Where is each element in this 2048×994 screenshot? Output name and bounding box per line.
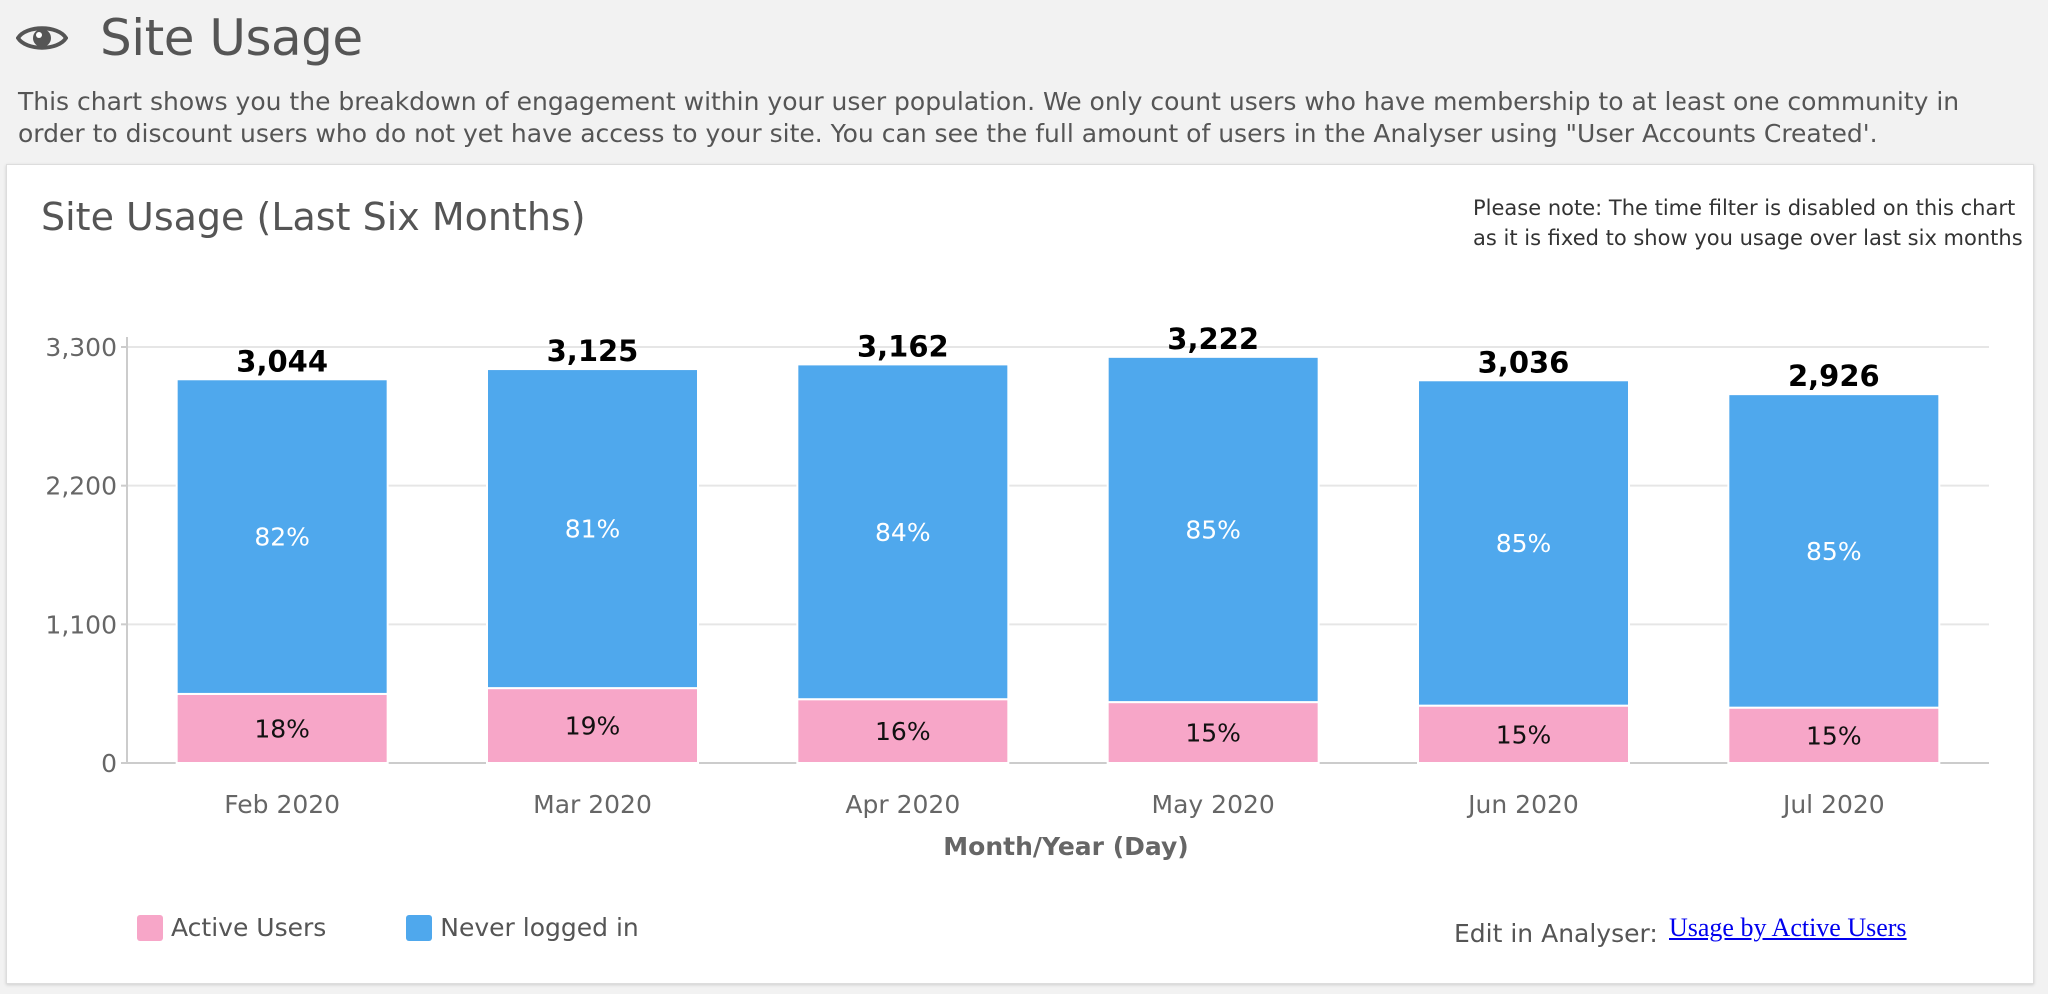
bar-label-active-users: 19%	[565, 712, 621, 741]
legend-swatch-never-logged-in	[406, 914, 433, 941]
y-tick-label: 3,300	[45, 333, 117, 362]
bar-total-label: 3,162	[857, 329, 949, 363]
bar-total-label: 3,044	[236, 344, 328, 378]
legend-swatch-active-users	[137, 914, 163, 941]
bar-never-logged-in	[175, 378, 389, 695]
bar-label-active-users: 15%	[1496, 720, 1552, 749]
page-header: Site Usage	[14, 6, 363, 70]
x-tick-label: Mar 2020	[533, 790, 652, 819]
bar-total-label: 3,125	[547, 334, 639, 368]
bar-active-users	[1106, 701, 1320, 765]
bar-label-active-users: 16%	[875, 717, 931, 746]
bar-active-users	[1417, 704, 1630, 764]
y-tick-label: 0	[101, 749, 117, 778]
bar-label-never-logged-in: 82%	[254, 523, 310, 552]
legend-label-never-logged-in: Never logged in	[440, 913, 639, 942]
y-tick-label: 1,100	[45, 610, 117, 639]
bar-never-logged-in	[1417, 379, 1630, 707]
x-tick-label: Feb 2020	[224, 790, 340, 819]
bar-label-never-logged-in: 81%	[565, 515, 621, 544]
x-tick-label: Jun 2020	[1466, 790, 1579, 819]
bar-label-never-logged-in: 85%	[1185, 515, 1241, 544]
page-title: Site Usage	[100, 9, 363, 67]
x-tick-label: Jul 2020	[1781, 790, 1885, 819]
bar-never-logged-in	[796, 363, 1010, 701]
usage-by-active-users-link[interactable]: Usage by Active Users	[1669, 913, 1907, 942]
bar-total-label: 2,926	[1788, 359, 1880, 393]
legend-item-active-users[interactable]: Active Users	[137, 913, 326, 942]
bar-label-never-logged-in: 85%	[1496, 529, 1552, 558]
page-description: This chart shows you the breakdown of en…	[18, 87, 1960, 148]
time-filter-note: Please note: The time filter is disabled…	[1473, 196, 2023, 250]
edit-in-analyser-label: Edit in Analyser:	[1454, 919, 1658, 948]
bar-never-logged-in	[1106, 355, 1320, 704]
site-usage-chart: 0 1,100 2,200 3,300 18% 82% 3,044 Feb 2020 19% 81…	[45, 322, 1989, 861]
bar-active-users	[1727, 706, 1941, 765]
eye-icon	[14, 10, 70, 66]
bar-label-never-logged-in: 84%	[875, 518, 931, 547]
legend-item-never-logged-in[interactable]: Never logged in	[406, 913, 639, 942]
bar-label-active-users: 15%	[1185, 719, 1241, 748]
bar-active-users	[796, 698, 1010, 764]
legend-label-active-users: Active Users	[171, 913, 327, 942]
bar-label-active-users: 15%	[1806, 721, 1862, 750]
bar-total-label: 3,036	[1478, 345, 1570, 379]
x-tick-label: May 2020	[1152, 790, 1275, 819]
bar-never-logged-in	[486, 368, 699, 690]
x-axis-title: Month/Year (Day)	[943, 832, 1188, 861]
x-tick-label: Apr 2020	[845, 790, 960, 819]
chart-card: Site Usage (Last Six Months) Please note…	[6, 164, 2034, 984]
bar-total-label: 3,222	[1167, 322, 1259, 356]
bar-label-active-users: 18%	[254, 714, 310, 743]
bar-never-logged-in	[1727, 393, 1941, 709]
chart-title: Site Usage (Last Six Months)	[41, 195, 586, 239]
chart-legend: Active Users Never logged in	[137, 913, 719, 942]
y-tick-label: 2,200	[45, 472, 117, 501]
bar-label-never-logged-in: 85%	[1806, 537, 1862, 566]
